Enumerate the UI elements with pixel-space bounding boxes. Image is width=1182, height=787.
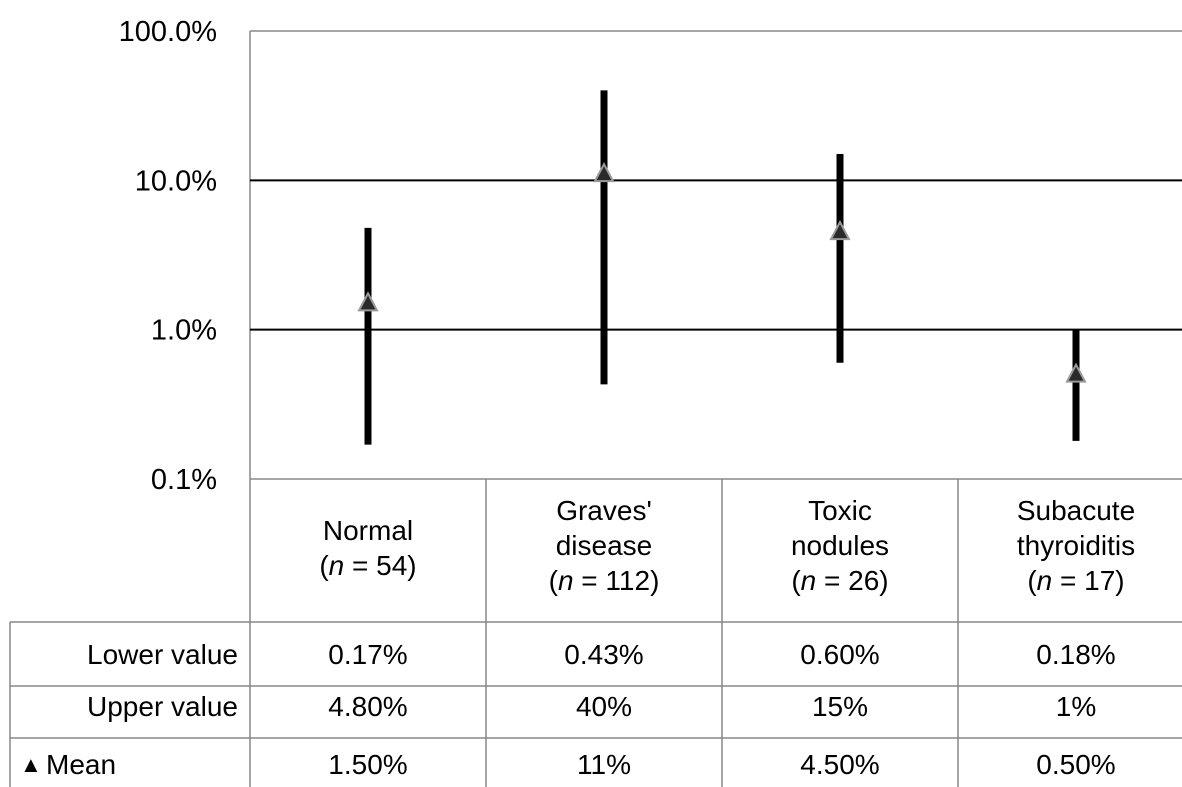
mean-markers xyxy=(357,162,1087,383)
row-label: Lower value xyxy=(87,639,238,670)
mean-marker xyxy=(593,162,615,183)
table-cell: 0.18% xyxy=(1036,639,1115,670)
table-cell: 0.43% xyxy=(564,639,643,670)
table-cell: 11% xyxy=(577,749,631,780)
mean-marker xyxy=(357,291,379,312)
table-cell: 0.50% xyxy=(1036,749,1115,780)
range-bars xyxy=(364,90,1080,445)
grid-lines xyxy=(249,30,1182,622)
category-label: Subacute xyxy=(1017,495,1135,526)
category-n-label: (n = 112) xyxy=(549,565,660,596)
category-label: disease xyxy=(556,530,653,561)
category-label: Toxic xyxy=(808,495,872,526)
y-tick-label: 1.0% xyxy=(151,315,217,347)
category-label: nodules xyxy=(791,530,889,561)
category-n-label: (n = 26) xyxy=(791,565,888,596)
mean-marker xyxy=(1065,362,1087,383)
y-tick-label: 100.0% xyxy=(119,16,217,48)
mean-legend-marker: ▲ xyxy=(20,752,42,777)
row-label: Upper value xyxy=(87,691,238,722)
y-axis-ticks: 100.0% 10.0% 1.0% 0.1% xyxy=(119,16,217,496)
table-cell: 4.80% xyxy=(328,691,407,722)
table-cell: 0.17% xyxy=(328,639,407,670)
category-n-label: (n = 17) xyxy=(1027,565,1124,596)
y-tick-label: 0.1% xyxy=(151,464,217,496)
y-tick-label: 10.0% xyxy=(135,165,217,197)
category-label: Normal xyxy=(323,515,413,546)
category-label: thyroiditis xyxy=(1017,530,1135,561)
category-n-label: (n = 54) xyxy=(319,550,416,581)
category-label: Graves' xyxy=(556,495,652,526)
row-label: Mean xyxy=(46,749,116,780)
table-cell: 15% xyxy=(812,691,868,722)
table-cell: 0.60% xyxy=(800,639,879,670)
mean-marker xyxy=(829,219,851,241)
table-cell: 1% xyxy=(1056,691,1096,722)
table-cell: 4.50% xyxy=(800,749,879,780)
table-cell: 1.50% xyxy=(328,749,407,780)
table-cell: 40% xyxy=(576,691,632,722)
data-table: Normal (n = 54) Graves' disease (n = 112) Tox… xyxy=(9,478,1182,787)
